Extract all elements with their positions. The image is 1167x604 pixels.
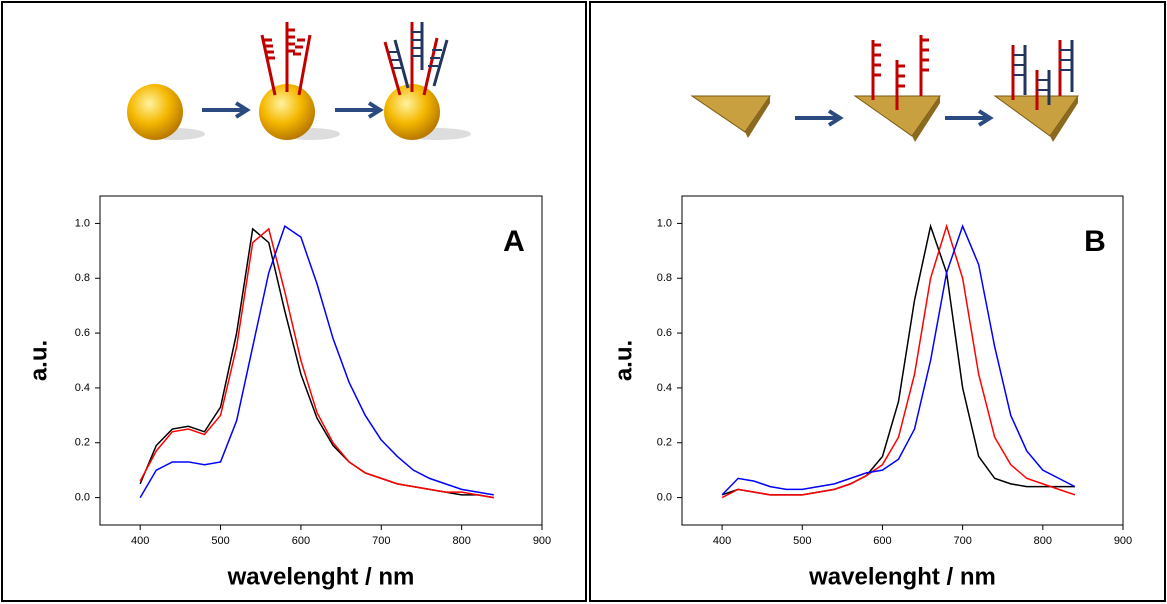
data-line xyxy=(721,223,1075,496)
y-axis-title: a.u. xyxy=(25,340,52,381)
x-tick-label: 900 xyxy=(1114,535,1132,547)
x-tick-label: 800 xyxy=(452,535,470,547)
panel-frame xyxy=(1,1,587,602)
panel-label: A xyxy=(503,225,525,258)
data-line xyxy=(721,224,1076,496)
data-line xyxy=(139,224,494,498)
panel-label: B xyxy=(1084,225,1106,258)
y-axis-title: a.u. xyxy=(610,340,637,381)
data-line xyxy=(721,223,1076,499)
plot-frame xyxy=(681,195,1124,526)
x-tick-label: 800 xyxy=(1034,535,1052,547)
y-tick-label: 1.0 xyxy=(657,217,672,229)
x-tick-label: 600 xyxy=(873,535,891,547)
panel-frame xyxy=(589,1,1166,602)
x-axis-title: wavelenght / nm xyxy=(808,563,996,590)
y-tick-label: 0.6 xyxy=(657,327,672,339)
y-tick-label: 0.0 xyxy=(75,491,90,503)
y-tick-label: 0.2 xyxy=(657,437,672,449)
y-tick-label: 1.0 xyxy=(75,217,90,229)
plot-frame xyxy=(99,195,543,526)
y-tick-label: 0.2 xyxy=(75,437,90,449)
y-tick-label: 0.4 xyxy=(657,382,672,394)
x-tick-label: 400 xyxy=(131,535,149,547)
y-tick-label: 0.6 xyxy=(75,327,90,339)
y-tick-label: 0.4 xyxy=(75,382,90,394)
x-tick-label: 500 xyxy=(793,535,811,547)
illustration-b xyxy=(690,35,1079,142)
x-tick-label: 500 xyxy=(211,535,229,547)
data-line xyxy=(139,227,494,499)
x-tick-label: 400 xyxy=(713,535,731,547)
y-tick-label: 0.8 xyxy=(657,272,672,284)
x-tick-label: 600 xyxy=(292,535,310,547)
y-tick-label: 0.0 xyxy=(657,491,672,503)
y-tick-label: 0.8 xyxy=(75,272,90,284)
illustration-a xyxy=(127,22,471,140)
x-axis-title: wavelenght / nm xyxy=(227,563,415,590)
x-tick-label: 700 xyxy=(953,535,971,547)
data-line xyxy=(139,227,494,499)
x-tick-label: 700 xyxy=(372,535,390,547)
x-tick-label: 900 xyxy=(533,535,551,547)
